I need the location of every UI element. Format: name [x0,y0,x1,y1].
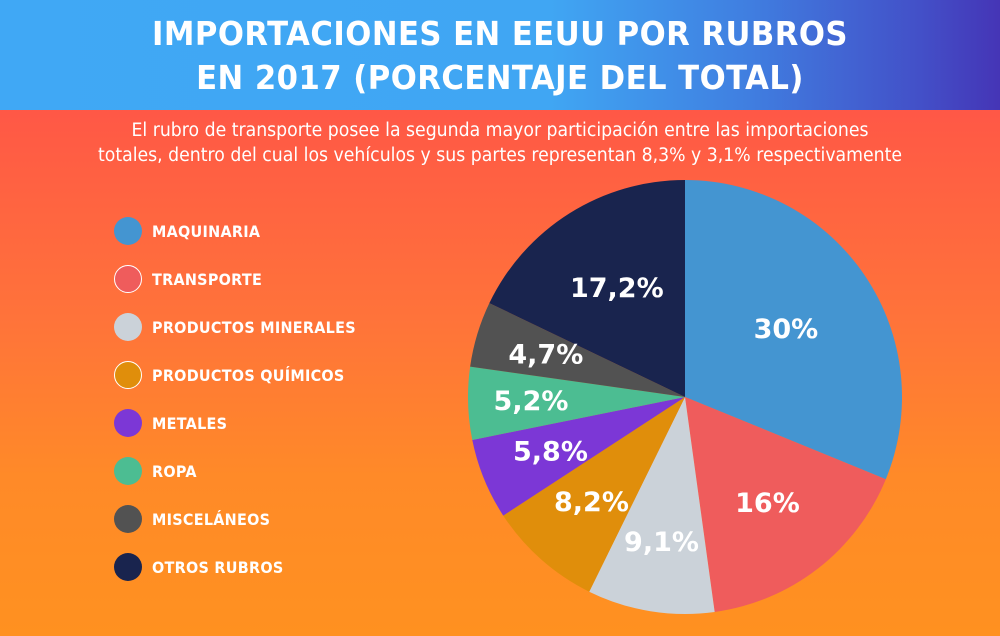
subtitle-line-1: El rubro de transporte posee la segunda … [131,120,869,141]
header-banner: IMPORTACIONES EN EEUU POR RUBROS EN 2017… [0,0,1000,110]
legend-label: MAQUINARIA [152,222,261,241]
pie-data-labels: 30% 16% 9,1% 8,2% 5,8% 5,2% 4,7% 17,2% [494,273,819,558]
pie-slice-productos-minerales [589,397,715,614]
legend-swatch [114,553,142,581]
subtitle-line-2: totales, dentro del cual los vehículos y… [97,145,903,166]
legend-label: METALES [152,414,228,433]
legend-label: TRANSPORTE [152,270,263,289]
legend-swatch [114,217,142,245]
data-label-productos-minerales: 9,1% [624,527,699,558]
data-label-productos-quimicos: 8,2% [554,487,629,518]
legend-label: OTROS RUBROS [152,558,284,577]
pie-slice-metales [472,397,685,516]
chart-title-line-1: IMPORTACIONES EN EEUU POR RUBROS [152,14,848,53]
pie-slice-miscelaneos [470,303,685,397]
pie-slice-productos-quimicos [503,397,685,592]
pie-slice-maquinaria [685,180,903,480]
pie-slice-ropa [468,366,685,440]
data-label-miscelaneos: 4,7% [508,339,583,370]
legend-label: PRODUCTOS MINERALES [152,318,356,337]
data-label-metales: 5,8% [513,437,588,468]
data-label-maquinaria: 30% [754,314,819,345]
data-label-otros-rubros: 17,2% [570,273,664,304]
legend-swatch [114,505,142,533]
chart-title-line-2: EN 2017 (PORCENTAJE DEL TOTAL) [196,58,804,97]
legend-swatch [114,313,142,341]
legend-swatch [114,361,142,389]
pie-slice-otros-rubros [489,180,685,397]
pie-slice-transporte [685,397,886,612]
legend-swatch [114,265,142,293]
legend-label: MISCELÁNEOS [152,510,271,529]
legend-swatch [114,409,142,437]
data-label-transporte: 16% [735,488,800,519]
pie-slices [468,180,903,614]
legend-label: ROPA [152,462,197,481]
legend-label: PRODUCTOS QUÍMICOS [152,366,345,385]
legend-swatch [114,457,142,485]
data-label-ropa: 5,2% [494,386,569,417]
chart-subtitle: El rubro de transporte posee la segunda … [33,118,968,168]
